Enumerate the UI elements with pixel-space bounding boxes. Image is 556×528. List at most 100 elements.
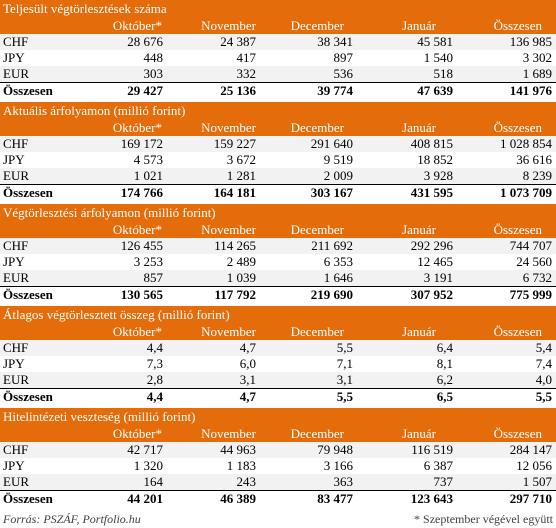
table-cell: 44 963 [220,442,256,457]
total-cell: 174 766 [120,185,163,200]
table-cell: 24 387 [220,34,256,49]
total-label: Összesen [3,185,53,200]
table-cell: 1 281 [226,168,256,183]
column-header-row: Október* November December Január Összesen [0,425,556,442]
total-label: Összesen [3,491,53,506]
table-row: CHF 4,4 4,7 5,5 6,4 5,4 [0,340,556,356]
total-cell: 29 427 [127,83,163,98]
total-row: Összesen 130 565 117 792 219 690 307 952 775 … [0,286,556,303]
section-title: Teljesült végtörlesztések száma [0,0,556,17]
table-row: JPY 4 573 3 672 9 519 18 852 36 616 [0,152,556,168]
row-label: CHF [3,442,29,457]
total-cell: 297 710 [509,491,552,506]
table-cell: 24 560 [516,254,552,269]
table-cell: 4,0 [535,372,552,387]
column-header: Január [402,324,436,339]
column-header: Január [402,18,436,33]
table-cell: 284 147 [509,442,552,457]
table-cell: 291 640 [310,136,353,151]
table-cell: 8 239 [522,168,552,183]
table-cell: 1 021 [133,168,163,183]
table-cell: 7,4 [535,356,552,371]
table-row: CHF 28 676 24 387 38 341 45 581 136 985 [0,34,556,50]
table-cell: 3 166 [323,458,353,473]
table-cell: 1 689 [522,66,552,81]
table-cell: 5,5 [336,340,353,355]
table-cell: 1 183 [226,458,256,473]
table-row: CHF 42 717 44 963 79 948 116 519 284 147 [0,442,556,458]
total-cell: 5,5 [336,389,353,404]
total-label: Összesen [3,389,53,404]
table-cell: 12 056 [516,458,552,473]
table-cell: 45 581 [417,34,453,49]
table-cell: 5,4 [535,340,552,355]
table-row: EUR 164 243 363 737 1 507 [0,474,556,490]
column-header: November [201,18,256,33]
table-cell: 363 [333,474,354,489]
table-cell: 1 507 [522,474,552,489]
table-cell: 518 [433,66,454,81]
row-label: EUR [3,168,29,183]
total-cell: 307 952 [410,287,453,302]
column-header-row: Október* November December Január Összesen [0,17,556,34]
column-header: November [201,120,256,135]
table-cell: 2,8 [146,372,163,387]
column-header: December [290,222,344,237]
total-row: Összesen 174 766 164 181 303 167 431 595 1 07… [0,184,556,201]
table-cell: 857 [143,270,164,285]
column-header: December [290,120,344,135]
table-cell: 4,7 [239,340,256,355]
column-header: November [201,426,256,441]
column-header: Október* [112,18,162,33]
row-label: JPY [3,50,25,65]
table-row: EUR 2,8 3,1 3,1 6,2 4,0 [0,372,556,388]
table-cell: 6,2 [436,372,453,387]
column-header: Október* [112,426,162,441]
source-note: Forrás: PSZÁF, Portfolio.hu [3,512,141,526]
total-cell: 47 639 [417,83,453,98]
table-row: CHF 169 172 159 227 291 640 408 815 1 028 854 [0,136,556,152]
table-cell: 4,4 [146,340,163,355]
table-cell: 7,1 [336,356,353,371]
table-cell: 6 732 [522,270,552,285]
total-row: Összesen 29 427 25 136 39 774 47 639 141 976 [0,82,556,99]
table-cell: 332 [236,66,257,81]
row-label: EUR [3,66,29,81]
column-header: Összesen [493,324,542,339]
table-cell: 243 [236,474,257,489]
total-cell: 4,4 [146,389,163,404]
table-row: JPY 7,3 6,0 7,1 8,1 7,4 [0,356,556,372]
table-cell: 9 519 [323,152,353,167]
row-label: CHF [3,340,29,355]
table-cell: 1 646 [323,270,353,285]
row-label: EUR [3,270,29,285]
total-cell: 219 690 [310,287,353,302]
total-cell: 46 389 [220,491,256,506]
table-cell: 3,1 [336,372,353,387]
row-label: CHF [3,238,29,253]
table-cell: 3 928 [423,168,453,183]
column-header: Október* [112,120,162,135]
column-header: Összesen [493,120,542,135]
table-cell: 3 672 [226,152,256,167]
table-cell: 1 540 [423,50,453,65]
total-row: Összesen 4,4 4,7 5,5 6,5 5,5 [0,388,556,405]
table-cell: 1 039 [226,270,256,285]
total-cell: 117 792 [214,287,256,302]
table-cell: 42 717 [127,442,163,457]
table-cell: 7,3 [146,356,163,371]
table-row: EUR 857 1 039 1 646 3 191 6 732 [0,270,556,286]
row-label: EUR [3,474,29,489]
row-label: JPY [3,254,25,269]
table-row: EUR 1 021 1 281 2 009 3 928 8 239 [0,168,556,184]
table-cell: 8,1 [436,356,453,371]
total-row: Összesen 44 201 46 389 83 477 123 643 297 710 [0,490,556,507]
total-cell: 83 477 [317,491,353,506]
table-cell: 1 320 [133,458,163,473]
table-footer: Forrás: PSZÁF, Portfolio.hu * Szeptember… [0,511,556,528]
table-cell: 292 296 [410,238,453,253]
column-header: Összesen [493,426,542,441]
section-title: Átlagos végtörlesztett összeg (millió fo… [0,306,556,323]
table-section: Aktuális árfolyamon (millió forint) Októb… [0,102,556,201]
header-blank-cell [0,425,86,442]
